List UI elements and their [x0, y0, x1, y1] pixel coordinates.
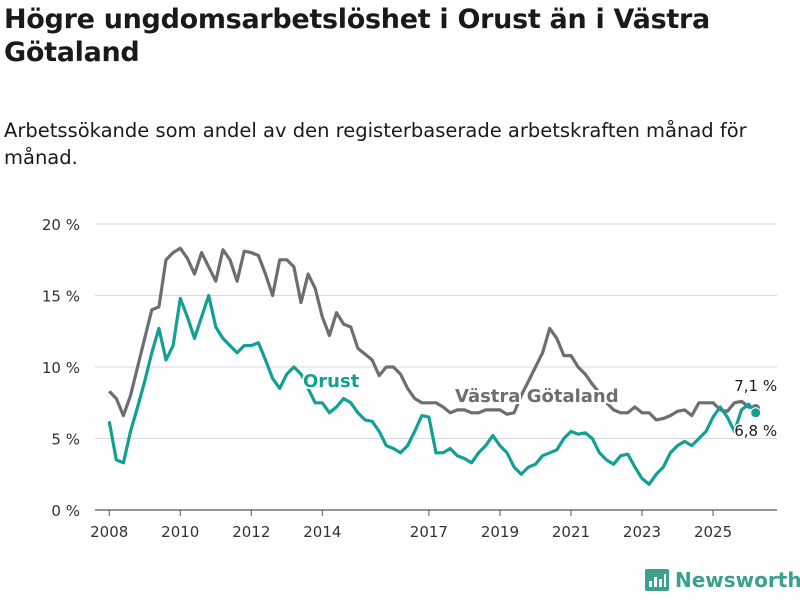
x-tick-label: 2017: [410, 523, 448, 541]
x-axis: 2008 2010 2012 2014 2017 2019 2021 2023 2025: [90, 510, 732, 541]
end-point-marker: [750, 407, 762, 419]
series-label-orust: Orust: [303, 371, 360, 392]
x-tick-label: 2010: [161, 523, 199, 541]
x-tick-label: 2012: [232, 523, 270, 541]
series-label-vastra-gotaland: Västra Götaland: [455, 386, 619, 407]
series-line-orust: [107, 293, 757, 486]
x-tick-label: 2014: [303, 523, 341, 541]
series-labels: Västra Götaland Orust 7,1 % 6,8 %: [301, 369, 779, 442]
brand-logo: Newsworthy: [645, 568, 800, 592]
x-tick-label: 2023: [623, 523, 661, 541]
end-value-label: 7,1 %: [734, 377, 777, 395]
x-tick-label: 2008: [90, 523, 128, 541]
y-axis: 0 % 5 % 10 % 15 % 20 %: [42, 216, 80, 520]
chart-title: Högre ungdomsarbetslöshet i Orust än i V…: [4, 4, 710, 68]
y-tick-label: 20 %: [42, 216, 80, 234]
series-lines: [107, 246, 762, 486]
bar-chart-icon: [645, 569, 669, 591]
y-tick-label: 10 %: [42, 359, 80, 377]
x-tick-label: 2025: [694, 523, 732, 541]
y-tick-label: 5 %: [51, 431, 80, 449]
series-line-vastra-gotaland: [108, 246, 757, 422]
end-value-label: 6,8 %: [734, 422, 777, 440]
chart-subtitle: Arbetssökande som andel av den registerb…: [4, 119, 747, 169]
x-tick-label: 2021: [552, 523, 590, 541]
y-tick-label: 15 %: [42, 288, 80, 306]
brand-name: Newsworthy: [675, 568, 800, 592]
line-chart: 0 %5 %10 %15 %20 % 2008 2010 2012 2014 2017 2…: [42, 216, 779, 541]
y-tick-label: 0 %: [51, 502, 80, 520]
x-tick-label: 2019: [481, 523, 519, 541]
